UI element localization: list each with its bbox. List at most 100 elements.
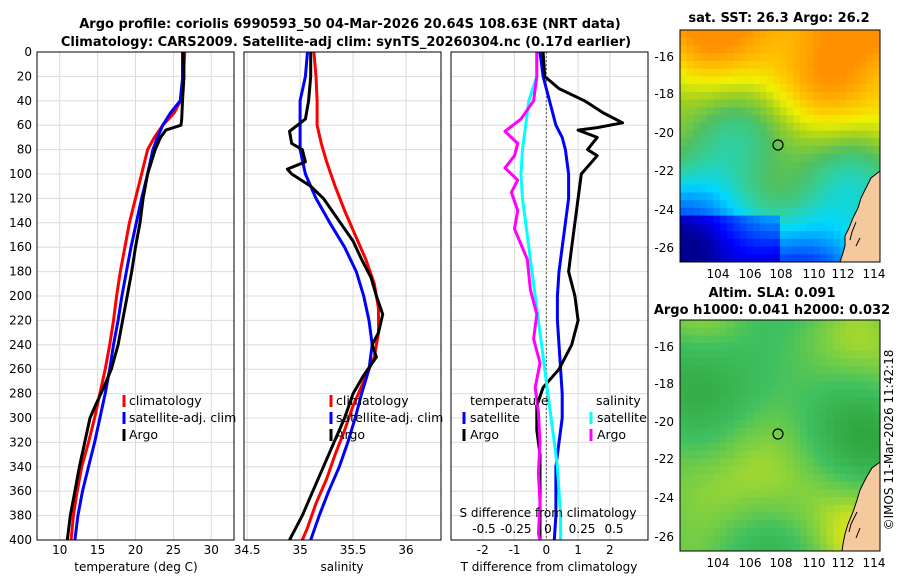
field-cell bbox=[700, 389, 708, 398]
field-cell bbox=[826, 122, 834, 131]
field-cell bbox=[726, 520, 734, 529]
field-cell bbox=[753, 481, 761, 490]
field-cell bbox=[833, 443, 841, 452]
field-cell bbox=[733, 215, 741, 224]
salinity-grid bbox=[244, 51, 441, 541]
field-cell bbox=[833, 192, 841, 201]
field-cell bbox=[853, 60, 861, 70]
field-cell bbox=[740, 397, 748, 406]
field-cell bbox=[860, 335, 868, 344]
field-cell bbox=[826, 115, 834, 124]
field-cell bbox=[713, 223, 721, 232]
field-cell bbox=[813, 138, 821, 147]
field-cell bbox=[793, 146, 801, 155]
field-cell bbox=[813, 489, 821, 498]
field-cell bbox=[766, 320, 774, 329]
field-cell bbox=[726, 192, 734, 201]
field-cell bbox=[846, 115, 854, 124]
field-cell bbox=[773, 153, 781, 162]
field-cell bbox=[680, 381, 688, 390]
field-cell bbox=[786, 373, 794, 382]
field-cell bbox=[826, 389, 834, 398]
field-cell bbox=[766, 91, 774, 100]
field-cell bbox=[780, 215, 788, 224]
field-cell bbox=[800, 246, 808, 255]
field-cell bbox=[733, 520, 741, 529]
field-cell bbox=[846, 443, 854, 452]
field-cell bbox=[760, 512, 768, 521]
field-cell bbox=[720, 381, 728, 390]
field-cell bbox=[833, 254, 841, 263]
field-cell bbox=[740, 107, 748, 116]
field-cell bbox=[720, 427, 728, 436]
field-cell bbox=[846, 366, 854, 375]
field-cell bbox=[700, 231, 708, 240]
lat-tick-label: -20 bbox=[654, 126, 674, 140]
field-cell bbox=[833, 184, 841, 193]
field-cell bbox=[820, 435, 828, 444]
field-cell bbox=[713, 45, 721, 54]
field-cell bbox=[693, 381, 701, 390]
field-cell bbox=[773, 246, 781, 255]
field-cell bbox=[726, 397, 734, 406]
field-cell bbox=[853, 412, 861, 421]
field-cell bbox=[786, 404, 794, 413]
field-cell bbox=[800, 466, 808, 475]
field-cell bbox=[853, 161, 861, 170]
field-cell bbox=[733, 481, 741, 490]
field-cell bbox=[733, 474, 741, 483]
field-cell bbox=[826, 223, 834, 232]
field-cell bbox=[780, 115, 788, 124]
field-cell bbox=[846, 497, 854, 506]
field-cell bbox=[693, 389, 701, 398]
field-cell bbox=[720, 373, 728, 382]
field-cell bbox=[820, 535, 828, 544]
field-cell bbox=[726, 146, 734, 155]
field-cell bbox=[686, 68, 694, 77]
field-cell bbox=[726, 99, 734, 108]
field-cell bbox=[706, 443, 714, 452]
field-cell bbox=[860, 115, 868, 124]
field-cell bbox=[740, 254, 748, 263]
field-cell bbox=[873, 397, 881, 406]
field-cell bbox=[706, 335, 714, 344]
field-cell bbox=[760, 153, 768, 162]
field-cell bbox=[846, 107, 854, 116]
field-cell bbox=[780, 84, 788, 93]
field-cell bbox=[833, 404, 841, 413]
field-cell bbox=[726, 37, 734, 46]
field-cell bbox=[706, 60, 714, 70]
field-cell bbox=[813, 53, 821, 62]
field-cell bbox=[753, 350, 761, 359]
field-cell bbox=[820, 497, 828, 506]
temperature-panel: 0204060801001201401601802002202402602803… bbox=[9, 45, 236, 574]
field-cell bbox=[793, 543, 801, 552]
field-cell bbox=[686, 115, 694, 124]
field-cell bbox=[860, 122, 868, 131]
field-cell bbox=[846, 373, 854, 382]
field-cell bbox=[713, 397, 721, 406]
field-cell bbox=[866, 420, 874, 429]
field-cell bbox=[720, 37, 728, 46]
field-cell bbox=[706, 420, 714, 429]
field-cell bbox=[813, 192, 821, 201]
field-cell bbox=[760, 389, 768, 398]
field-cell bbox=[746, 161, 754, 170]
field-cell bbox=[700, 107, 708, 116]
sla-map-frame bbox=[679, 319, 881, 552]
field-cell bbox=[813, 254, 821, 263]
field-cell bbox=[866, 358, 874, 367]
field-cell bbox=[780, 60, 788, 70]
field-cell bbox=[833, 366, 841, 375]
field-cell bbox=[780, 231, 788, 240]
field-cell bbox=[726, 207, 734, 216]
field-cell bbox=[813, 231, 821, 240]
field-cell bbox=[766, 535, 774, 544]
field-cell bbox=[713, 246, 721, 255]
field-cell bbox=[820, 458, 828, 467]
field-cell bbox=[760, 91, 768, 100]
field-cell bbox=[706, 366, 714, 375]
field-cell bbox=[726, 45, 734, 54]
field-cell bbox=[813, 45, 821, 54]
field-cell bbox=[753, 169, 761, 178]
